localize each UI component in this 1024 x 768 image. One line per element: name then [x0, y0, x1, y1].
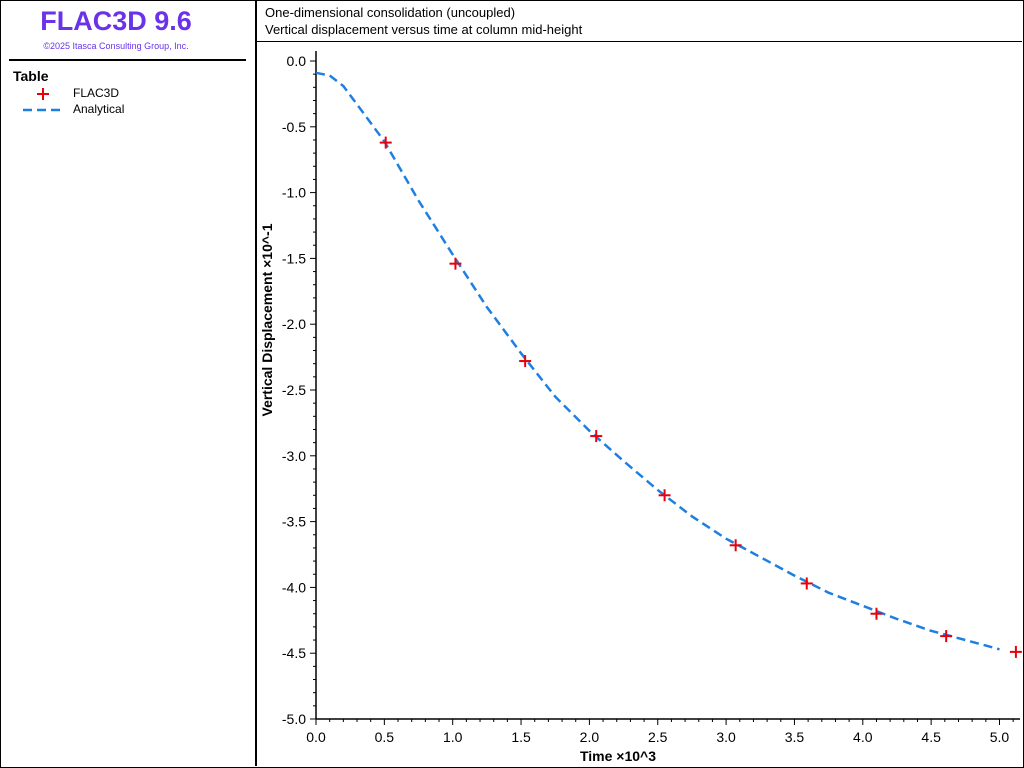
data-point-flac3d: [940, 630, 953, 643]
data-point-flac3d: [519, 355, 532, 368]
tick-marks: [310, 60, 1014, 725]
y-tick-label: -0.5: [282, 119, 306, 135]
y-tick-label: -4.5: [282, 645, 306, 661]
plot-title: One-dimensional consolidation (uncoupled…: [265, 5, 516, 20]
data-point-flac3d: [379, 136, 392, 149]
series: [315, 71, 1022, 658]
data-point-flac3d: [870, 607, 883, 620]
tick-labels: 0.0 -0.5 -1.0 -1.5 -2.0 -2.5 -3.0 -3.5 -4.0 -4.5 -…: [282, 53, 1010, 745]
data-point-flac3d: [729, 539, 742, 552]
plot-header: One-dimensional consolidation (uncoupled…: [257, 1, 1022, 42]
axes: [315, 51, 1020, 720]
x-tick-label: 1.0: [443, 729, 463, 745]
x-tick-label: 2.5: [648, 729, 668, 745]
data-point-flac3d: [1009, 645, 1022, 658]
y-tick-label: -5.0: [282, 711, 306, 727]
y-tick-label: -3.5: [282, 514, 306, 530]
legend-label-analytical: Analytical: [73, 102, 125, 116]
y-tick-label: -2.5: [282, 382, 306, 398]
y-axis-title: Vertical Displacement ×10^-1: [259, 223, 275, 416]
data-point-flac3d: [590, 430, 603, 443]
x-tick-label: 3.0: [716, 729, 736, 745]
series-line-analytical: [315, 71, 1000, 651]
plot-subtitle: Vertical displacement versus time at col…: [265, 22, 583, 37]
divider: [9, 59, 246, 61]
y-tick-label: -4.0: [282, 579, 306, 595]
x-tick-label: 4.5: [921, 729, 941, 745]
legend-label-flac3d: FLAC3D: [73, 86, 120, 100]
data-point-flac3d: [449, 257, 462, 270]
y-tick-label: -1.5: [282, 250, 306, 266]
y-tick-label: -3.0: [282, 448, 306, 464]
plus-marker-icon: [37, 88, 49, 100]
x-tick-label: 1.5: [511, 729, 531, 745]
y-tick-label: 0.0: [287, 53, 307, 69]
x-tick-label: 5.0: [990, 729, 1010, 745]
x-tick-label: 2.0: [580, 729, 600, 745]
x-axis-title: Time ×10^3: [580, 748, 656, 764]
chart-plot-area: 0.0 -0.5 -1.0 -1.5 -2.0 -2.5 -3.0 -3.5 -4.0 -4.5 -…: [259, 51, 1022, 764]
x-tick-label: 0.0: [306, 729, 326, 745]
app-title: FLAC3D 9.6: [40, 6, 192, 36]
data-point-flac3d: [800, 577, 813, 590]
x-tick-label: 4.0: [853, 729, 873, 745]
data-point-flac3d: [658, 489, 671, 502]
copyright-text: ©2025 Itasca Consulting Group, Inc.: [43, 41, 189, 51]
dashed-line-icon: [23, 108, 63, 112]
x-tick-label: 3.5: [785, 729, 805, 745]
y-tick-label: -1.0: [282, 185, 306, 201]
y-tick-label: -2.0: [282, 316, 306, 332]
legend-panel: FLAC3D 9.6 ©2025 Itasca Consulting Group…: [1, 1, 257, 766]
x-tick-label: 0.5: [375, 729, 395, 745]
legend-heading: Table: [13, 68, 49, 84]
